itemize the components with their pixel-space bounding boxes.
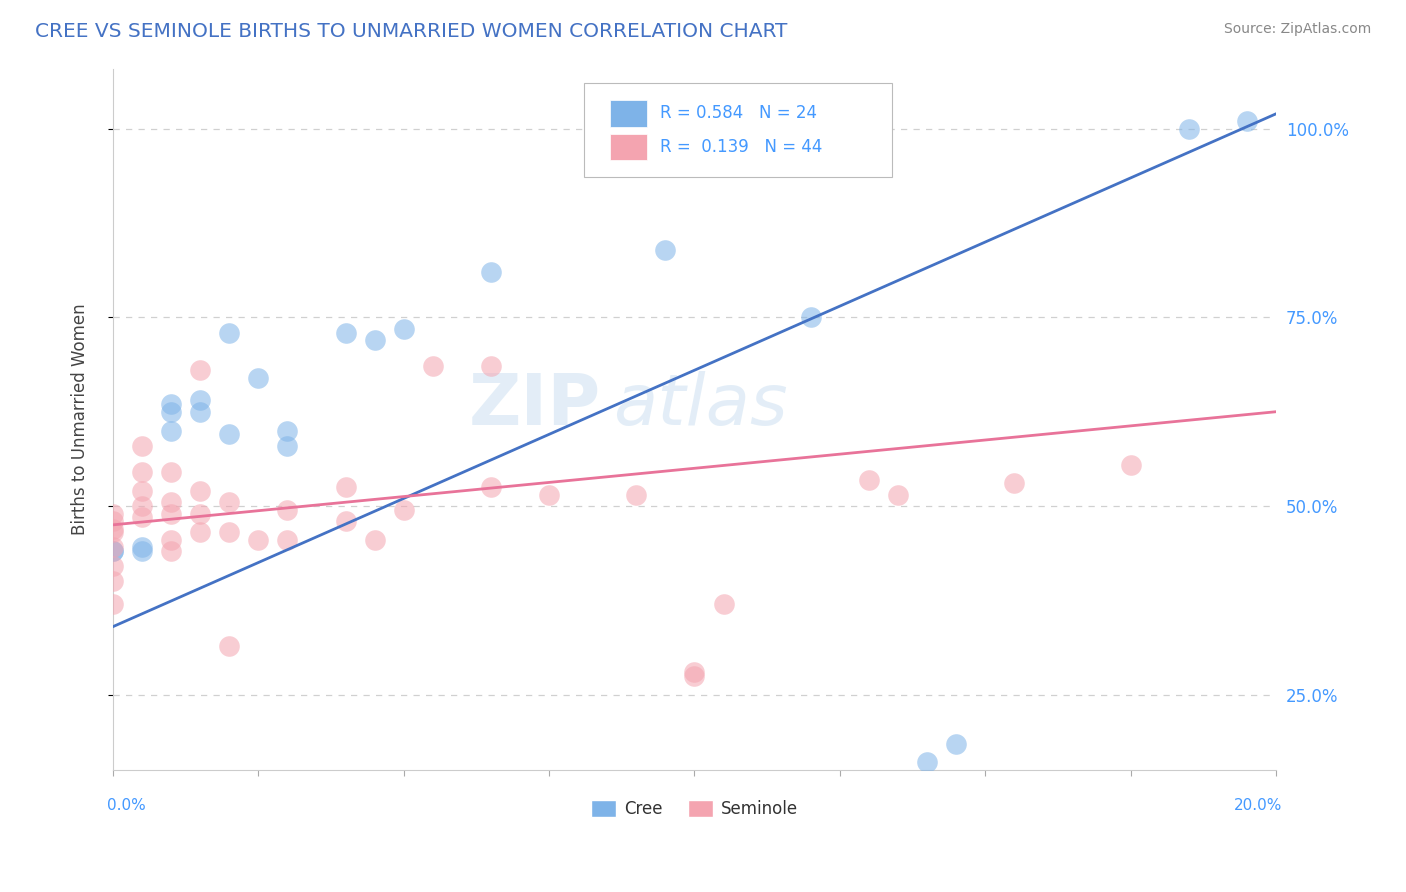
Point [538, 488, 561, 502]
Point [626, 488, 648, 502]
Point [247, 371, 270, 385]
Point [218, 639, 240, 653]
Y-axis label: Births to Unmarried Women: Births to Unmarried Women [72, 303, 89, 535]
Point [713, 597, 735, 611]
Point [858, 473, 880, 487]
Text: atlas: atlas [613, 371, 787, 440]
Point [188, 483, 211, 498]
Point [335, 514, 357, 528]
Point [335, 480, 357, 494]
Text: R = 0.584   N = 24: R = 0.584 N = 24 [659, 104, 817, 122]
Point [188, 393, 211, 408]
Point [101, 514, 124, 528]
Point [479, 265, 502, 279]
Point [131, 544, 153, 558]
Point [654, 243, 676, 257]
Text: Source: ZipAtlas.com: Source: ZipAtlas.com [1223, 22, 1371, 37]
Point [160, 544, 183, 558]
Point [683, 665, 706, 679]
Point [160, 533, 183, 547]
Point [131, 465, 153, 479]
Legend: Cree, Seminole: Cree, Seminole [583, 793, 804, 825]
Text: CREE VS SEMINOLE BIRTHS TO UNMARRIED WOMEN CORRELATION CHART: CREE VS SEMINOLE BIRTHS TO UNMARRIED WOM… [35, 22, 787, 41]
Point [101, 525, 124, 540]
Point [887, 488, 910, 502]
Point [160, 397, 183, 411]
Point [101, 522, 124, 536]
Point [188, 405, 211, 419]
Point [101, 597, 124, 611]
Text: 0.0%: 0.0% [107, 798, 146, 813]
Point [1119, 458, 1142, 472]
Point [392, 502, 415, 516]
Point [160, 495, 183, 509]
Point [363, 333, 385, 347]
Point [479, 480, 502, 494]
Point [479, 359, 502, 374]
Text: R =  0.139   N = 44: R = 0.139 N = 44 [659, 138, 823, 156]
Point [131, 541, 153, 555]
Text: 20.0%: 20.0% [1233, 798, 1282, 813]
Point [276, 533, 298, 547]
Point [363, 533, 385, 547]
Point [1002, 476, 1025, 491]
Point [1236, 114, 1258, 128]
Point [101, 541, 124, 555]
Point [945, 737, 967, 751]
Point [218, 326, 240, 340]
Point [188, 363, 211, 377]
Point [335, 326, 357, 340]
Point [131, 439, 153, 453]
Text: ZIP: ZIP [470, 371, 602, 440]
Point [101, 544, 124, 558]
Point [276, 502, 298, 516]
Point [276, 439, 298, 453]
Point [392, 322, 415, 336]
Point [160, 507, 183, 521]
Point [160, 405, 183, 419]
FancyBboxPatch shape [583, 83, 893, 178]
Point [160, 465, 183, 479]
Point [101, 559, 124, 574]
Point [247, 533, 270, 547]
Point [131, 499, 153, 513]
Point [131, 483, 153, 498]
Point [188, 525, 211, 540]
Point [160, 424, 183, 438]
Point [800, 310, 823, 325]
Point [101, 544, 124, 558]
Point [101, 574, 124, 589]
Point [101, 507, 124, 521]
Point [188, 507, 211, 521]
Point [915, 756, 938, 770]
Point [218, 495, 240, 509]
Point [683, 669, 706, 683]
FancyBboxPatch shape [610, 134, 647, 161]
Point [276, 424, 298, 438]
Point [218, 525, 240, 540]
Point [422, 359, 444, 374]
Point [218, 427, 240, 442]
Point [1178, 121, 1201, 136]
Point [131, 510, 153, 524]
FancyBboxPatch shape [610, 100, 647, 127]
